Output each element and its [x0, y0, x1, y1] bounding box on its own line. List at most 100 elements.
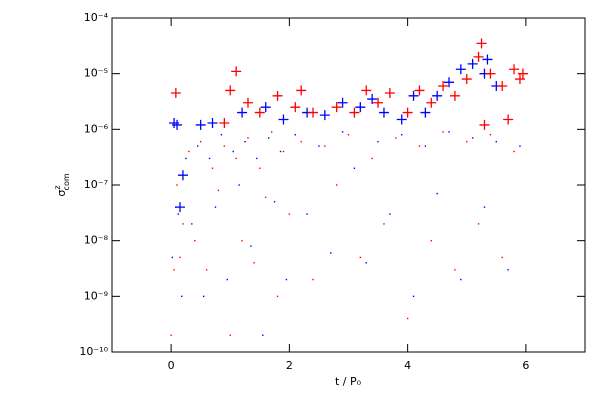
- y-tick-label: 10⁻⁷: [84, 178, 108, 191]
- dot-marker: [223, 145, 226, 147]
- dot-marker: [188, 150, 190, 153]
- dot-marker: [489, 134, 492, 136]
- plus-marker: [414, 85, 425, 96]
- plus-marker: [408, 90, 419, 101]
- plus-marker: [497, 81, 508, 92]
- dot-marker: [442, 131, 444, 133]
- plus-marker: [509, 64, 520, 75]
- dot-marker: [359, 256, 362, 259]
- dot-marker: [383, 223, 385, 225]
- dot-marker: [282, 150, 285, 153]
- plus-marker: [449, 90, 460, 101]
- dot-marker: [347, 134, 350, 136]
- plus-marker: [308, 107, 319, 118]
- dot-marker: [312, 278, 314, 281]
- plus-marker: [420, 107, 431, 118]
- plus-marker: [237, 107, 248, 118]
- plus-marker: [361, 85, 372, 96]
- dot-marker: [197, 145, 199, 147]
- y-tick-label: 10⁻⁴: [84, 11, 109, 24]
- plus-marker: [349, 107, 360, 118]
- dot-marker: [519, 145, 521, 147]
- dot-marker: [412, 295, 415, 298]
- y-label-sub: com: [62, 173, 71, 190]
- dot-marker: [436, 192, 438, 195]
- plus-marker: [278, 114, 289, 125]
- plus-marker: [482, 54, 493, 65]
- plus-marker: [378, 107, 389, 118]
- dot-marker: [507, 269, 509, 271]
- plus-marker: [225, 85, 236, 96]
- plus-marker: [337, 97, 348, 108]
- plus-marker: [355, 102, 366, 113]
- dot-marker: [202, 295, 205, 298]
- plus-marker: [272, 90, 283, 101]
- plus-marker: [426, 97, 437, 108]
- dot-marker: [395, 137, 397, 139]
- plus-marker: [476, 38, 487, 49]
- dot-marker: [199, 140, 202, 143]
- dot-marker: [220, 134, 223, 136]
- dot-marker: [181, 295, 183, 298]
- dot-marker: [217, 189, 220, 192]
- dot-marker: [185, 157, 187, 160]
- plus-marker: [242, 97, 253, 108]
- x-tick-label: 2: [286, 359, 293, 372]
- dot-marker: [226, 278, 228, 281]
- dot-marker: [170, 334, 172, 336]
- dot-marker: [495, 140, 498, 143]
- plus-marker: [517, 68, 528, 79]
- plus-marker: [402, 107, 413, 118]
- plus-marker: [384, 87, 395, 98]
- x-tick-label: 6: [522, 359, 529, 372]
- dot-marker: [208, 157, 211, 160]
- x-axis-label: t / P₀: [335, 375, 362, 388]
- plus-marker: [290, 102, 301, 113]
- dot-marker: [371, 157, 373, 160]
- y-label-symbol: σ: [55, 190, 68, 197]
- y-tick-label: 10⁻⁸: [84, 234, 109, 247]
- plus-marker: [170, 87, 181, 98]
- plus-marker: [432, 90, 443, 101]
- dot-marker: [244, 140, 246, 143]
- plus-marker: [172, 119, 183, 130]
- dot-marker: [306, 213, 308, 215]
- dot-marker: [205, 269, 208, 271]
- plus-marker: [296, 85, 307, 96]
- plus-marker: [195, 119, 206, 130]
- dot-marker: [177, 213, 179, 215]
- dot-marker: [232, 150, 234, 153]
- plus-marker: [438, 81, 449, 92]
- dot-marker: [477, 223, 480, 225]
- dot-marker: [501, 256, 503, 259]
- dot-marker: [273, 201, 276, 203]
- dot-marker: [418, 145, 421, 147]
- dot-marker: [214, 206, 217, 208]
- plus-marker: [367, 94, 378, 105]
- plus-marker: [219, 117, 230, 128]
- dot-marker: [300, 140, 302, 143]
- dot-marker: [335, 184, 338, 186]
- plus-marker: [319, 110, 330, 121]
- dot-marker: [448, 131, 450, 133]
- dot-marker: [179, 256, 181, 259]
- plus-marker: [444, 77, 455, 88]
- plus-marker: [479, 119, 490, 130]
- dot-marker: [294, 134, 296, 136]
- dot-marker: [229, 334, 231, 336]
- dot-marker: [466, 140, 468, 143]
- plus-marker: [231, 66, 242, 77]
- x-tick-label: 0: [168, 359, 175, 372]
- dot-marker: [389, 213, 391, 215]
- dot-marker: [324, 145, 326, 147]
- dot-marker: [365, 262, 367, 264]
- plus-marker: [455, 64, 466, 75]
- dot-marker: [424, 145, 427, 147]
- dot-marker: [341, 131, 344, 133]
- y-axis-label: σzcom: [53, 173, 71, 196]
- dot-marker: [483, 206, 486, 208]
- dot-marker: [401, 134, 403, 136]
- plus-marker: [461, 74, 472, 85]
- dot-marker: [430, 239, 432, 242]
